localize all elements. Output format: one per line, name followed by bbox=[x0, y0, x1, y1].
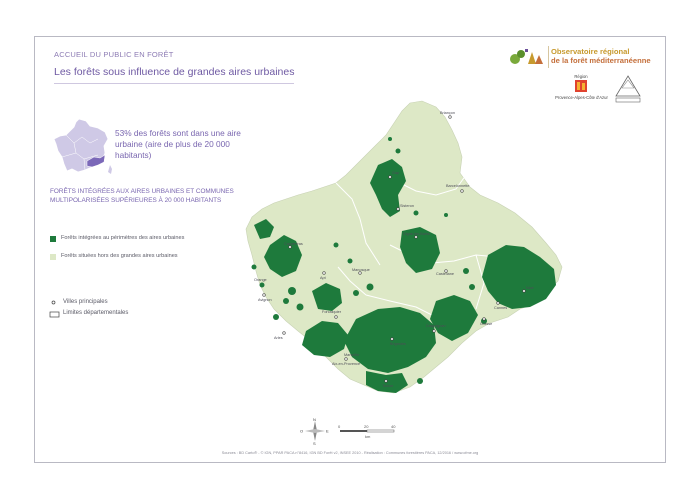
legend-label-boundaries: Limites départementales bbox=[63, 310, 129, 316]
city-label-avignon: Avignon bbox=[258, 298, 272, 302]
svg-text:O: O bbox=[300, 429, 303, 434]
city-label-grasse: Grasse bbox=[480, 322, 492, 326]
city-label-manosque: Manosque bbox=[352, 268, 370, 272]
communes-forestieres-logo bbox=[615, 75, 641, 103]
city-label-orange: Orange bbox=[254, 278, 267, 282]
map-sources: Sources : BD Carto® - © IGN, PPAR PACA n… bbox=[221, 451, 479, 455]
legend-boundary-symbol bbox=[49, 311, 60, 318]
svg-text:S: S bbox=[313, 441, 316, 445]
svg-text:E: E bbox=[326, 429, 329, 434]
observatoire-logo-text: Observatoire régional de la forêt médite… bbox=[551, 47, 661, 65]
svg-text:40: 40 bbox=[391, 424, 396, 429]
paca-highlight bbox=[86, 154, 106, 168]
city-label-toulon: Toulon bbox=[382, 384, 393, 388]
compass-rose: N S E O bbox=[300, 417, 329, 445]
department-boundaries bbox=[335, 174, 499, 332]
legend-swatch-other-forest bbox=[50, 254, 56, 260]
city-label-digne: Digne-les-Bains bbox=[403, 232, 430, 236]
svg-text:20: 20 bbox=[364, 424, 369, 429]
logo-line1: Observatoire régional bbox=[551, 47, 630, 56]
city-label-brignoles: Brignoles bbox=[390, 342, 406, 346]
map-kicker: ACCUEIL DU PUBLIC EN FORÊT bbox=[54, 50, 174, 59]
city-label-draguignan: Draguignan bbox=[426, 324, 446, 328]
forest-gap bbox=[370, 159, 406, 217]
forest-var-east bbox=[430, 295, 478, 341]
logo-line2: de la forêt méditerranéenne bbox=[551, 56, 651, 65]
legend-heading: FORÊTS INTÉGRÉES AUX AIRES URBAINES ET C… bbox=[50, 188, 234, 204]
urban-forest-patches bbox=[254, 159, 556, 393]
logo-divider bbox=[548, 46, 549, 68]
forest-vaucluse-west bbox=[254, 219, 274, 239]
paca-forest-map: Briançon Gap Barcelonnette Digne-les-Bai… bbox=[245, 100, 563, 394]
title-divider bbox=[54, 83, 294, 84]
legend-label-urban-forest: Forêts intégrées au périmètres des aires… bbox=[61, 235, 185, 241]
legend-label-other-forest: Forêts situées hors des grandes aires ur… bbox=[61, 253, 178, 259]
forest-bouches-du-rhone bbox=[302, 321, 348, 357]
forest-vaucluse bbox=[264, 235, 302, 277]
france-inset-map bbox=[53, 118, 112, 174]
svg-text:km: km bbox=[365, 434, 371, 439]
city-label-aix: Aix-en-Provence bbox=[332, 362, 360, 366]
region-name: Provence-Alpes-Côte d'Azur bbox=[555, 95, 608, 100]
legend-city-symbol bbox=[51, 300, 56, 305]
region-label: Région bbox=[574, 74, 588, 79]
svg-text:N: N bbox=[313, 417, 316, 422]
forest-speckles bbox=[251, 137, 487, 384]
city-label-cannes: Cannes bbox=[494, 306, 507, 310]
map-title: Les forêts sous influence de grandes air… bbox=[54, 66, 295, 78]
forest-aix bbox=[312, 283, 342, 311]
city-label-sisteron: Sisteron bbox=[400, 204, 414, 208]
city-label-forcalquier: Forcalquier bbox=[322, 310, 342, 314]
city-label-carpentras: Carpentras bbox=[284, 242, 303, 246]
forest-alpes-maritimes bbox=[482, 245, 556, 309]
forest-digne bbox=[400, 227, 440, 273]
france-dept-lines bbox=[61, 134, 99, 171]
city-label-gap: Gap bbox=[392, 171, 399, 175]
legend-swatch-urban-forest bbox=[50, 236, 56, 242]
city-label-barcelonnette: Barcelonnette bbox=[446, 184, 469, 188]
region-paca-logo bbox=[575, 80, 587, 92]
city-label-nice: Nice bbox=[526, 286, 534, 290]
city-label-briancon: Briançon bbox=[440, 111, 455, 115]
city-label-arles: Arles bbox=[274, 336, 283, 340]
city-markers bbox=[262, 115, 526, 383]
svg-text:0: 0 bbox=[338, 424, 341, 429]
city-label-marseille: Marseille bbox=[344, 353, 359, 357]
legend-label-cities: Villes principales bbox=[63, 299, 108, 305]
forest-share-stat: 53% des forêts sont dans une aire urbain… bbox=[115, 128, 241, 160]
scale-bar: 0 20 40 km bbox=[338, 424, 396, 439]
city-label-castellane: Castellane bbox=[436, 272, 454, 276]
forest-var-center bbox=[344, 307, 436, 373]
corsica bbox=[108, 165, 112, 174]
city-label-apt: Apt bbox=[320, 276, 327, 280]
observatoire-logo-icon bbox=[510, 49, 543, 64]
